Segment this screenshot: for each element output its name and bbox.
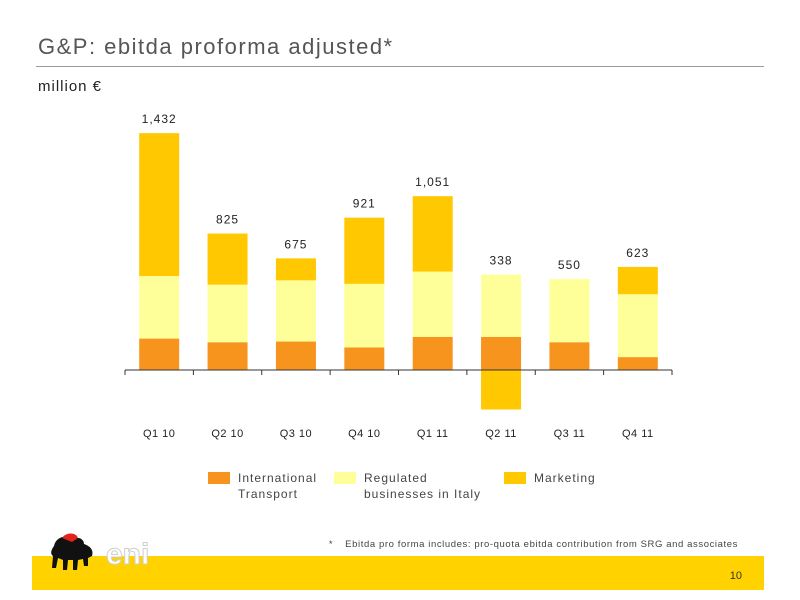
footnote: * Ebitda pro forma includes: pro-quota eb…	[329, 539, 738, 550]
bar-segment	[617, 294, 658, 358]
bar-segment	[412, 271, 453, 337]
bar-segment	[412, 196, 453, 272]
bar-segment	[481, 370, 522, 410]
eni-logo: eni	[51, 533, 150, 572]
legend-swatch	[334, 472, 356, 484]
category-label: Q3 11	[554, 428, 586, 440]
bar-segment	[207, 284, 248, 343]
title-divider	[36, 66, 764, 67]
total-label: 338	[490, 254, 513, 268]
bar-segment	[275, 280, 316, 342]
category-label: Q2 10	[211, 428, 243, 440]
bar-segment	[481, 274, 522, 337]
bar-segment	[412, 336, 453, 370]
category-label: Q2 11	[485, 428, 517, 440]
brand-band	[32, 556, 764, 590]
category-label: Q1 10	[143, 428, 175, 440]
legend-swatch	[208, 472, 230, 484]
legend-label: International Transport	[238, 471, 318, 501]
total-label: 675	[284, 237, 307, 251]
total-label: 825	[216, 213, 239, 227]
bar-segment	[275, 341, 316, 370]
bar-segment	[549, 279, 590, 343]
bar-segment	[207, 233, 248, 285]
category-label: Q4 10	[348, 428, 380, 440]
total-label: 1,432	[142, 112, 177, 126]
bar-segment	[344, 217, 385, 284]
page-number: 10	[729, 570, 742, 582]
bar-segment	[275, 258, 316, 281]
legend-label: Regulated businesses in Italy	[364, 471, 482, 501]
bar-segment	[139, 133, 180, 277]
category-label: Q4 11	[622, 428, 654, 440]
footnote-marker: *	[328, 539, 334, 550]
total-label: 1,051	[415, 175, 450, 189]
category-label: Q1 11	[417, 428, 449, 440]
bar-segment	[617, 357, 658, 370]
bar-segment	[139, 276, 180, 339]
bar-segment	[481, 336, 522, 370]
bar-segment	[549, 342, 590, 370]
six-legged-dog-icon	[51, 533, 93, 570]
total-label: 921	[353, 197, 376, 211]
bar-segment	[617, 266, 658, 295]
bar-segment	[344, 347, 385, 370]
eni-wordmark: eni	[106, 538, 149, 571]
bar-segment	[207, 342, 248, 370]
total-label: 550	[558, 258, 581, 272]
category-label: Q3 10	[280, 428, 312, 440]
legend-label: Marketing	[534, 471, 596, 485]
bar-segment	[139, 338, 180, 370]
total-label: 623	[626, 246, 649, 260]
legend-swatch	[504, 472, 526, 484]
page-title: G&P: ebitda proforma adjusted*	[38, 34, 394, 59]
unit-label: million €	[38, 78, 103, 95]
bar-segment	[344, 283, 385, 348]
footnote-text: Ebitda pro forma includes: pro-quota ebi…	[345, 539, 738, 550]
